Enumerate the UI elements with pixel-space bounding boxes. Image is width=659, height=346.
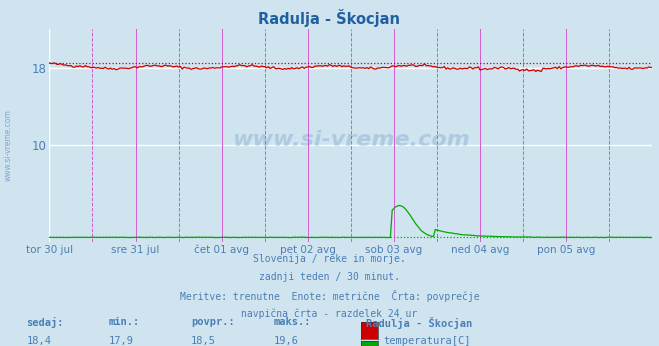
Text: 19,6: 19,6 — [273, 336, 299, 346]
Text: www.si-vreme.com: www.si-vreme.com — [232, 130, 470, 150]
Text: temperatura[C]: temperatura[C] — [384, 336, 471, 346]
Text: navpična črta - razdelek 24 ur: navpična črta - razdelek 24 ur — [241, 308, 418, 319]
Text: Radulja - Škocjan: Radulja - Škocjan — [366, 317, 472, 329]
Text: 18,4: 18,4 — [26, 336, 51, 346]
Text: min.:: min.: — [109, 317, 140, 327]
Text: povpr.:: povpr.: — [191, 317, 235, 327]
Text: zadnji teden / 30 minut.: zadnji teden / 30 minut. — [259, 272, 400, 282]
Text: 18,5: 18,5 — [191, 336, 216, 346]
Text: maks.:: maks.: — [273, 317, 311, 327]
Text: Radulja - Škocjan: Radulja - Škocjan — [258, 9, 401, 27]
Text: 17,9: 17,9 — [109, 336, 134, 346]
Text: Meritve: trenutne  Enote: metrične  Črta: povprečje: Meritve: trenutne Enote: metrične Črta: … — [180, 290, 479, 302]
Text: sedaj:: sedaj: — [26, 317, 64, 328]
Text: www.si-vreme.com: www.si-vreme.com — [3, 109, 13, 181]
Text: Slovenija / reke in morje.: Slovenija / reke in morje. — [253, 254, 406, 264]
